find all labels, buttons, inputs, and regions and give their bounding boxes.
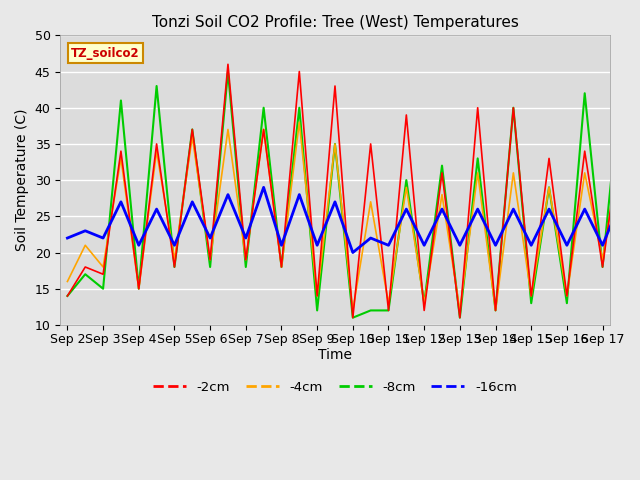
Y-axis label: Soil Temperature (C): Soil Temperature (C)	[15, 109, 29, 252]
X-axis label: Time: Time	[318, 348, 352, 362]
Title: Tonzi Soil CO2 Profile: Tree (West) Temperatures: Tonzi Soil CO2 Profile: Tree (West) Temp…	[152, 15, 518, 30]
Legend: -2cm, -4cm, -8cm, -16cm: -2cm, -4cm, -8cm, -16cm	[148, 376, 522, 399]
Text: TZ_soilco2: TZ_soilco2	[71, 47, 140, 60]
